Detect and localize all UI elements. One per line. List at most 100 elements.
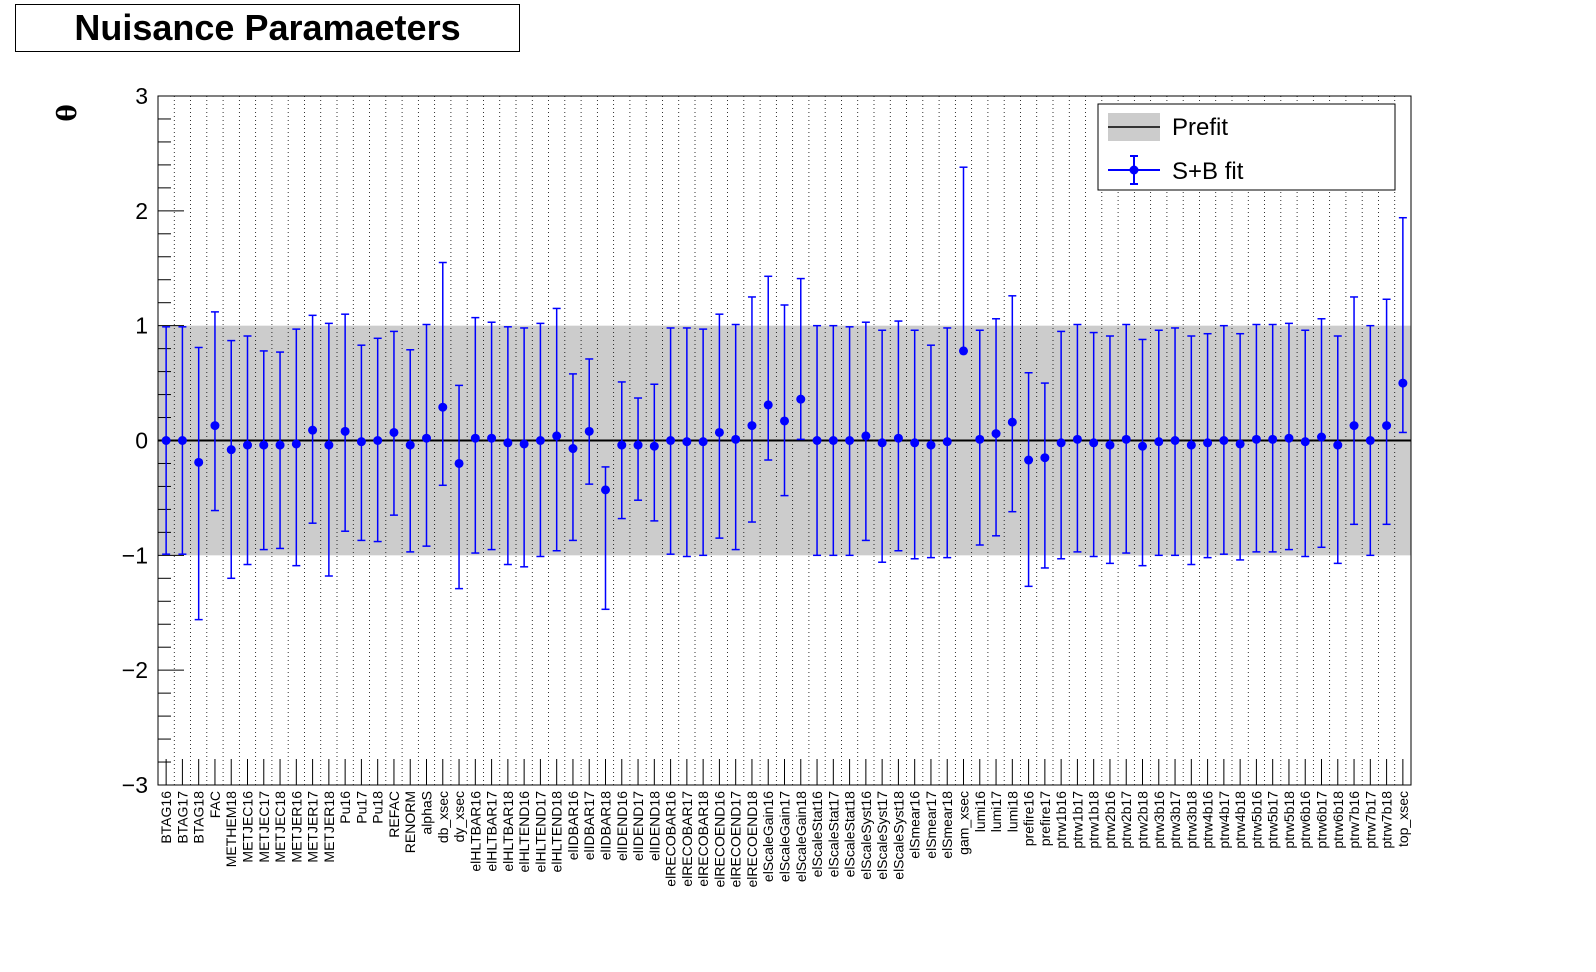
category-label: REFAC (386, 791, 402, 838)
data-point (959, 346, 968, 356)
category-label: ptrw1b17 (1069, 791, 1085, 849)
data-point (666, 436, 676, 445)
data-point (340, 426, 350, 436)
y-tick-label: 0 (135, 428, 148, 454)
data-point (991, 429, 1001, 439)
legend-sb-marker (1129, 165, 1139, 175)
category-label: ptrw2b16 (1102, 791, 1118, 849)
category-label: METJEC16 (240, 791, 256, 863)
data-point (649, 441, 659, 451)
category-label: METJER17 (305, 791, 321, 863)
data-point (1056, 438, 1066, 448)
category-label: ptrw4b17 (1216, 791, 1232, 849)
y-tick-label: 1 (135, 313, 148, 339)
category-label: elRECOBAR17 (679, 791, 695, 887)
data-point (731, 434, 741, 444)
data-point (828, 436, 838, 445)
category-label: elScaleStat18 (842, 791, 858, 878)
category-label: FAC (207, 791, 223, 818)
data-point (1251, 434, 1261, 444)
y-tick-label: −2 (122, 657, 148, 683)
data-point (812, 436, 822, 445)
category-label: dy_xsec (451, 791, 467, 842)
category-label: METHEM18 (223, 791, 239, 867)
category-label: elHLTEND17 (532, 791, 548, 873)
category-label: prefire17 (1037, 791, 1053, 846)
category-label: elScaleGain17 (777, 791, 793, 882)
y-axis-label: θ (53, 104, 83, 121)
category-label: elSmear18 (939, 791, 955, 859)
data-point (568, 444, 578, 454)
category-label: elScaleStat17 (825, 791, 841, 878)
category-label: elScaleGain16 (760, 791, 776, 882)
data-point (877, 438, 887, 448)
category-label: Pu18 (370, 791, 386, 824)
data-point (714, 427, 724, 437)
category-label: db_xsec (435, 791, 451, 843)
title-box: Nuisance Paramaeters (15, 4, 520, 52)
data-point (1268, 434, 1278, 444)
data-point (324, 440, 334, 450)
data-point (1300, 437, 1310, 447)
data-point (845, 436, 855, 445)
category-label: elIDBAR17 (581, 791, 597, 860)
data-point (1154, 437, 1164, 447)
data-point (226, 445, 236, 455)
data-point (1121, 434, 1131, 444)
data-point (161, 436, 171, 445)
data-point (356, 437, 366, 447)
data-point (1203, 438, 1213, 448)
category-label: elScaleStat16 (809, 791, 825, 878)
category-label: ptrw6b16 (1297, 791, 1313, 849)
category-label: lumi16 (972, 791, 988, 832)
data-point (1333, 440, 1343, 450)
category-label: ptrw5b16 (1248, 791, 1264, 849)
category-label: prefire16 (1021, 791, 1037, 846)
category-label: ptrw7b16 (1346, 791, 1362, 849)
data-point (1040, 453, 1050, 463)
category-label: ptrw5b17 (1265, 791, 1281, 849)
data-point (291, 439, 301, 449)
data-point (633, 440, 643, 450)
category-label: ptrw1b18 (1086, 791, 1102, 849)
category-label: ptrw3b18 (1183, 791, 1199, 849)
category-label: METJER18 (321, 791, 337, 863)
category-label: ptrw7b18 (1379, 791, 1395, 849)
category-label: ptrw3b17 (1167, 791, 1183, 849)
category-label: elIDBAR18 (598, 791, 614, 860)
data-point (503, 438, 513, 448)
data-point (975, 434, 985, 444)
data-point (1089, 438, 1099, 448)
data-point (194, 457, 204, 467)
data-point (682, 437, 692, 447)
y-tick-label: 2 (135, 198, 148, 224)
data-point (763, 400, 773, 410)
data-point (1235, 439, 1245, 449)
legend-prefit-label: Prefit (1172, 114, 1228, 141)
category-label: BTAG17 (174, 791, 190, 844)
category-label: elIDEND18 (646, 791, 662, 861)
category-label: elIDEND17 (630, 791, 646, 861)
data-point (1284, 433, 1294, 443)
category-label: elRECOEND18 (744, 791, 760, 888)
category-label: METJEC17 (256, 791, 272, 863)
category-label: BTAG16 (158, 791, 174, 844)
category-label: elHLTBAR18 (500, 791, 516, 872)
data-point (910, 438, 920, 448)
category-label: RENORM (402, 791, 418, 853)
data-point (617, 440, 627, 450)
data-point (861, 431, 871, 441)
data-point (1398, 378, 1408, 388)
category-label: elHLTBAR17 (484, 791, 500, 872)
category-label: ptrw2b17 (1118, 791, 1134, 849)
data-point (1105, 440, 1115, 450)
category-label: elIDEND16 (614, 791, 630, 861)
category-label: elRECOEND17 (728, 791, 744, 888)
data-point (177, 436, 187, 445)
category-label: Pu17 (353, 791, 369, 824)
category-label: elHLTEND16 (516, 791, 532, 873)
data-point (470, 433, 480, 443)
data-point (438, 402, 448, 412)
